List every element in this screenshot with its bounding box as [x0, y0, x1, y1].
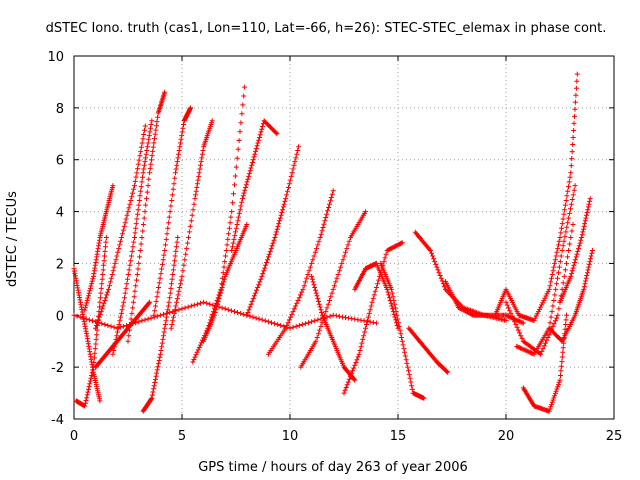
- series-arc-30: [352, 260, 401, 331]
- x-tick-label: 0: [70, 429, 78, 444]
- series-arc-10: [190, 84, 248, 365]
- x-tick-label: 20: [498, 429, 515, 444]
- series-arc-25: [557, 196, 593, 305]
- series-arc-13: [265, 188, 336, 357]
- axis-ticks: 0 5 10 15 20 25 -4 -2 0 2 4 6 8 10: [47, 50, 622, 444]
- data-point-marks: [514, 183, 578, 357]
- data-point-marks: [229, 118, 280, 253]
- y-tick-label: 2: [56, 257, 64, 272]
- series-arc-05: [110, 118, 155, 357]
- y-tick-label: 0: [56, 309, 64, 324]
- series-arc-03: [82, 183, 116, 313]
- series-arc-07: [140, 235, 181, 414]
- y-tick-label: 4: [56, 206, 64, 221]
- data-point-marks: [201, 222, 250, 344]
- data-point-marks: [125, 89, 168, 344]
- series-arc-28: [201, 222, 250, 344]
- y-tick-label: -4: [51, 413, 64, 428]
- series-arc-26: [71, 299, 379, 331]
- series-arc-20: [492, 71, 580, 323]
- data-point-marks: [265, 188, 336, 357]
- series-arc-16: [378, 260, 427, 401]
- data-point-marks: [190, 84, 248, 365]
- data-point-marks: [110, 118, 155, 357]
- plot-area: [73, 55, 615, 420]
- x-tick-label: 10: [282, 429, 299, 444]
- series-arc-18: [406, 325, 451, 375]
- data-point-marks: [298, 209, 369, 370]
- series-arc-23: [520, 312, 569, 414]
- series-arc-24: [546, 248, 595, 344]
- data-point-marks: [140, 235, 181, 414]
- data-point-marks: [93, 299, 153, 370]
- data-point-marks: [244, 144, 302, 318]
- data-point-marks: [492, 71, 580, 323]
- series-arc-04: [93, 123, 148, 331]
- chart-title: dSTEC Iono. truth (cas1, Lon=110, Lat=-6…: [46, 21, 607, 36]
- series-arc-11: [229, 118, 280, 253]
- y-tick-label: 8: [56, 102, 64, 117]
- series-arc-22: [514, 183, 578, 357]
- data-point-marks: [546, 248, 595, 344]
- y-tick-label: 10: [47, 50, 64, 65]
- series-arc-14: [298, 209, 369, 370]
- grid: [74, 56, 614, 419]
- data-point-marks: [309, 273, 358, 383]
- data-point-marks: [352, 260, 401, 331]
- y-axis-label: dSTEC / TECUs: [5, 191, 20, 287]
- series-arc-09: [168, 118, 215, 331]
- data-series: [71, 71, 595, 414]
- data-point-marks: [406, 325, 451, 375]
- data-point-marks: [73, 235, 109, 409]
- x-tick-label: 15: [390, 429, 407, 444]
- data-point-marks: [71, 299, 379, 331]
- y-tick-label: -2: [51, 361, 64, 376]
- series-arc-27: [93, 299, 153, 370]
- data-point-marks: [82, 183, 116, 313]
- data-point-marks: [168, 118, 215, 331]
- series-arc-06: [125, 89, 168, 344]
- data-point-marks: [93, 123, 148, 331]
- x-tick-label: 25: [606, 429, 623, 444]
- series-arc-12: [244, 144, 302, 318]
- x-tick-label: 5: [178, 429, 186, 444]
- data-point-marks: [520, 312, 569, 414]
- data-point-marks: [557, 196, 593, 305]
- series-arc-02: [73, 235, 109, 409]
- x-axis-label: GPS time / hours of day 263 of year 2006: [198, 460, 468, 475]
- data-point-marks: [378, 260, 427, 401]
- y-tick-label: 6: [56, 154, 64, 169]
- series-arc-29: [309, 273, 358, 383]
